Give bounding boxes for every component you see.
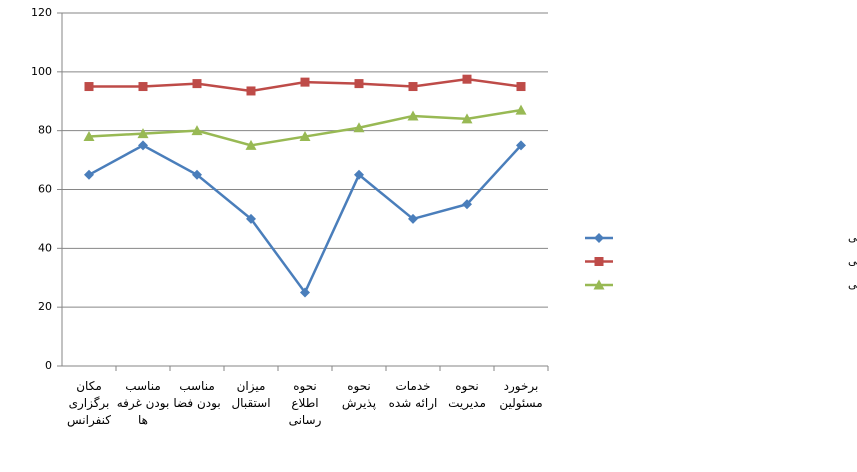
y-tick-label: 60 — [38, 183, 52, 196]
x-tick-label: نحوه پذیرش — [341, 379, 377, 410]
y-tick-label: 20 — [38, 300, 52, 313]
marker — [594, 233, 604, 243]
marker — [246, 86, 256, 96]
y-tick-label: 120 — [31, 6, 52, 19]
marker — [354, 169, 364, 180]
marker — [299, 131, 311, 142]
marker — [354, 79, 364, 89]
x-tick-label: میزان استقبال — [231, 379, 271, 410]
y-tick-label: 100 — [31, 65, 52, 78]
marker — [84, 169, 94, 180]
marker — [192, 169, 202, 180]
x-tick-label: مکان برگزاری کنفرانس — [67, 379, 111, 427]
legend-label: چهاردهمین کنفرانس ملی جوش و بازرسی — [848, 255, 857, 268]
marker — [407, 110, 419, 121]
marker — [84, 82, 94, 92]
x-tick-label: نحوه اطلاع رسانی — [288, 379, 322, 427]
marker — [191, 125, 203, 136]
marker — [300, 77, 310, 87]
x-tick-label: خدمات ارائه شده — [388, 379, 438, 410]
legend-label: پانزدهمین کنفرانس ملی جوش و بازرسی — [848, 278, 857, 291]
x-tick-label: مناسب بودن غرفه ها — [116, 379, 170, 427]
marker — [594, 257, 604, 266]
legend-label: سیزدهمین کنفرانس ملی جوش و بازرسی — [848, 231, 857, 244]
marker — [515, 104, 527, 115]
y-tick-label: 0 — [45, 359, 52, 372]
marker — [516, 140, 526, 151]
x-tick-label: مناسب بودن فضا — [173, 379, 221, 410]
marker — [461, 113, 473, 124]
marker — [408, 213, 418, 224]
marker — [138, 140, 148, 151]
y-tick-label: 80 — [38, 124, 52, 137]
marker — [137, 128, 149, 139]
marker — [83, 131, 95, 142]
marker — [593, 279, 605, 290]
marker — [192, 79, 202, 89]
marker — [246, 213, 256, 224]
series-line — [88, 143, 522, 295]
x-tick-label: برخورد مسئولین — [499, 379, 543, 410]
marker — [408, 82, 418, 92]
marker — [245, 139, 257, 150]
marker — [138, 82, 148, 92]
x-tick-label: نحوه مدیریت — [448, 379, 486, 410]
marker — [353, 122, 365, 133]
marker — [300, 287, 310, 298]
marker — [462, 74, 472, 84]
marker — [462, 199, 472, 210]
y-tick-label: 40 — [38, 241, 52, 254]
marker — [516, 82, 526, 92]
